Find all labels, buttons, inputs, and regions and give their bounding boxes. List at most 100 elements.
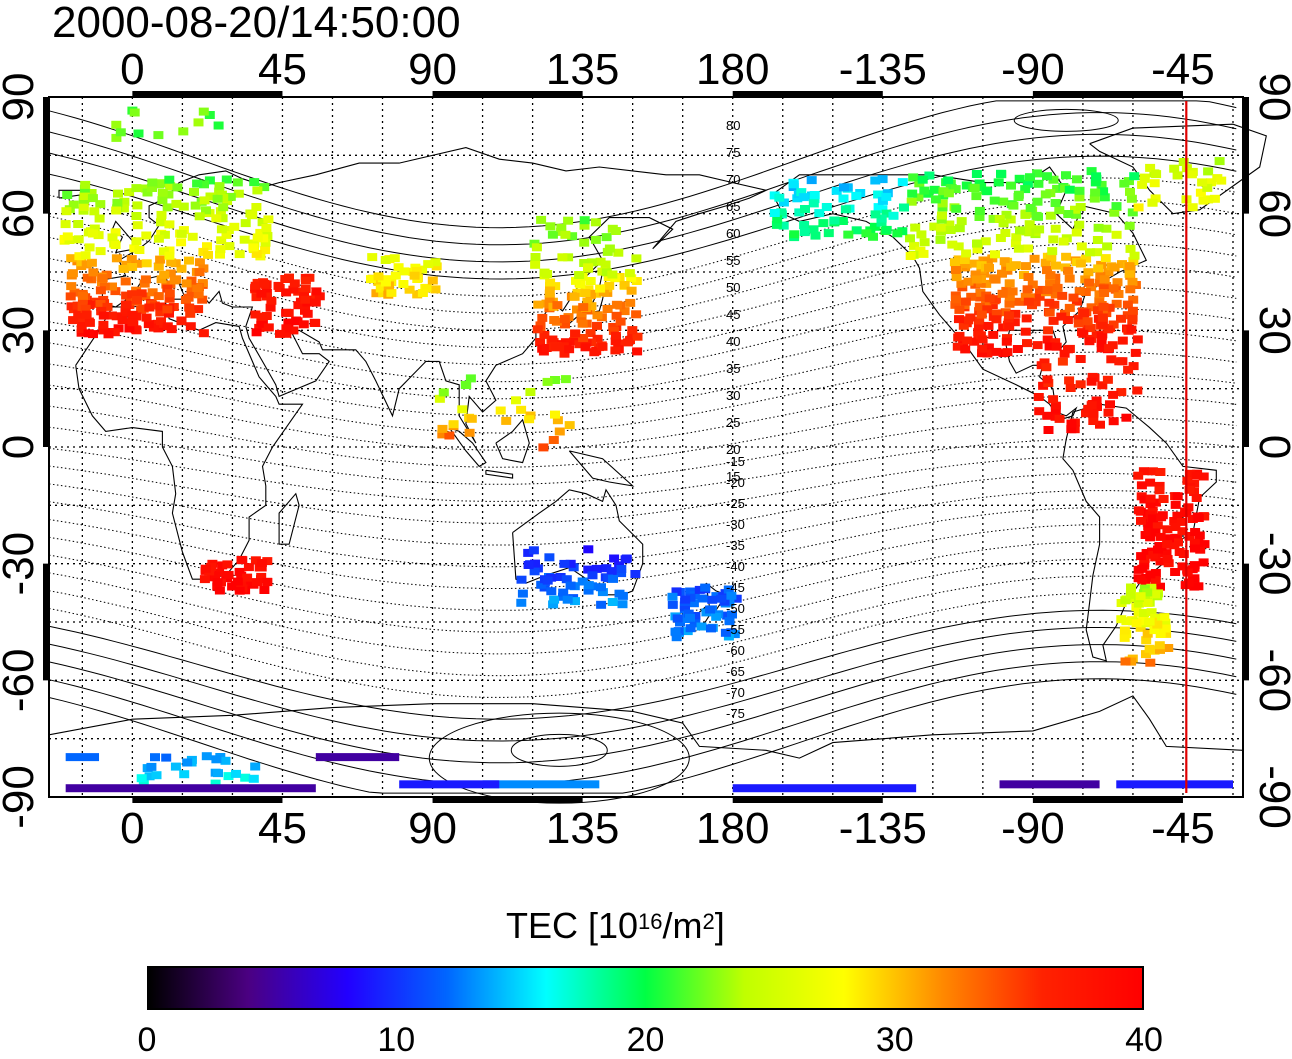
tec-cell	[1025, 173, 1035, 182]
tec-cell	[430, 258, 441, 267]
tec-cell	[134, 246, 145, 254]
tec-cell	[909, 241, 920, 250]
tec-cell	[80, 180, 91, 189]
contour-label: -35	[726, 538, 745, 553]
tec-cell	[861, 229, 872, 238]
tec-cell	[707, 595, 718, 604]
tec-cell	[868, 232, 878, 241]
tec-cell	[530, 253, 541, 261]
tec-cell	[1143, 528, 1154, 537]
tec-cell	[1195, 188, 1206, 197]
contour-line	[48, 609, 1237, 720]
tec-cell	[129, 108, 140, 117]
tec-cell	[610, 337, 621, 346]
tec-cell	[597, 342, 608, 351]
tec-cell	[950, 185, 961, 194]
tec-cell	[251, 249, 262, 258]
tec-cell	[204, 111, 215, 119]
tec-cell	[115, 128, 126, 137]
tec-cell	[1130, 348, 1141, 357]
tec-cell	[89, 207, 100, 216]
tick-label: -45	[1151, 45, 1215, 94]
tec-cell	[1161, 549, 1172, 558]
tec-cell	[86, 189, 97, 197]
tec-cell	[164, 309, 174, 318]
tec-cell	[625, 298, 636, 307]
tec-cell	[125, 296, 136, 305]
tec-cell	[916, 230, 927, 239]
south-pole-contour	[428, 712, 690, 804]
tec-cell	[952, 342, 963, 351]
tec-cell	[251, 203, 262, 211]
tec-cell	[974, 206, 985, 215]
tec-cell	[671, 633, 682, 642]
tec-cell	[131, 237, 142, 246]
tec-band	[999, 780, 1100, 789]
tec-cell	[73, 235, 84, 244]
contour-label: 40	[726, 334, 740, 349]
tec-cell	[180, 296, 191, 304]
tec-cell	[610, 346, 621, 355]
tec-cell	[993, 178, 1004, 187]
tec-cell	[937, 199, 948, 208]
tec-cell	[1116, 615, 1127, 624]
tec-cell	[1097, 313, 1108, 322]
tec-cell	[1086, 283, 1097, 292]
tec-cell	[1178, 550, 1189, 558]
tec-cell	[260, 246, 271, 255]
tec-cell	[1163, 559, 1174, 568]
tec-band	[482, 780, 600, 789]
tec-cell	[1183, 578, 1194, 587]
tec-cell	[523, 561, 534, 569]
tec-cell	[559, 315, 570, 324]
tec-cell	[1006, 181, 1016, 190]
tec-cell	[560, 230, 571, 239]
tec-cell	[194, 258, 205, 267]
contour-line	[48, 199, 1237, 314]
tec-cell	[311, 287, 322, 296]
tec-cell	[417, 265, 428, 274]
tec-cell	[176, 264, 187, 273]
tec-cell	[966, 292, 977, 301]
colorbar-title-unit: /m	[662, 905, 703, 946]
tec-cell	[118, 264, 129, 273]
tec-cell	[1005, 215, 1016, 224]
tec-cell	[1162, 525, 1173, 534]
contour-label: -40	[726, 559, 745, 574]
tec-cell	[1184, 485, 1195, 494]
tec-cell	[1025, 204, 1036, 212]
tec-cell	[943, 176, 954, 185]
tec-cell	[95, 247, 106, 256]
tec-cell	[938, 191, 949, 200]
tec-cell	[213, 121, 224, 130]
tec-cell	[223, 772, 234, 781]
tec-cell	[144, 303, 155, 312]
tec-cell	[547, 230, 558, 239]
tec-cell	[1082, 317, 1093, 326]
tec-cell	[563, 216, 574, 225]
tec-cell	[910, 223, 921, 232]
tec-cell	[1136, 481, 1147, 490]
tec-cell	[62, 191, 73, 199]
tec-cell	[524, 415, 535, 424]
tec-cell	[1184, 532, 1195, 540]
tec-cell	[398, 280, 409, 288]
tec-cell	[919, 186, 930, 195]
tec-cell	[111, 120, 122, 129]
tec-cell	[808, 225, 819, 234]
tec-cell	[217, 561, 228, 570]
tec-cell	[1031, 211, 1042, 220]
tick-label: 90	[408, 804, 457, 853]
tec-cell	[164, 175, 175, 184]
colorbar-title-text: TEC [10	[506, 905, 639, 946]
tec-cell	[131, 212, 142, 220]
tec-cell	[1183, 503, 1194, 512]
tec-cell	[1042, 266, 1052, 275]
tec-cell	[182, 758, 193, 767]
tec-cell	[1043, 426, 1054, 434]
tec-cell	[1127, 313, 1138, 322]
contour-line	[48, 661, 1237, 785]
tec-cell	[555, 573, 566, 581]
tec-cell	[610, 331, 621, 340]
tec-cell	[1085, 248, 1095, 257]
